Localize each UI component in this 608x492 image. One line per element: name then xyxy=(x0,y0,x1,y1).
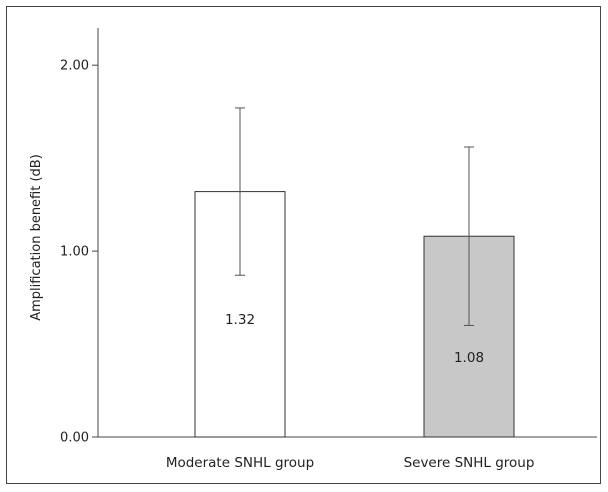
x-category-label: Moderate SNHL group xyxy=(166,455,314,471)
y-tick-label: 1.00 xyxy=(60,245,89,260)
labels: 0.00 1.00 2.00 Amplification benefit (dB) 1.… xyxy=(29,59,534,471)
y-tick-label: 2.00 xyxy=(60,59,89,74)
y-tick-label: 0.00 xyxy=(60,431,89,446)
x-category-label: Severe SNHL group xyxy=(404,455,535,471)
bar xyxy=(194,191,286,438)
y-axis-title: Amplification benefit (dB) xyxy=(29,154,44,321)
data-label: 1.32 xyxy=(225,312,255,328)
error-bars xyxy=(235,107,474,326)
data-label: 1.08 xyxy=(454,350,484,366)
axes xyxy=(92,28,597,438)
